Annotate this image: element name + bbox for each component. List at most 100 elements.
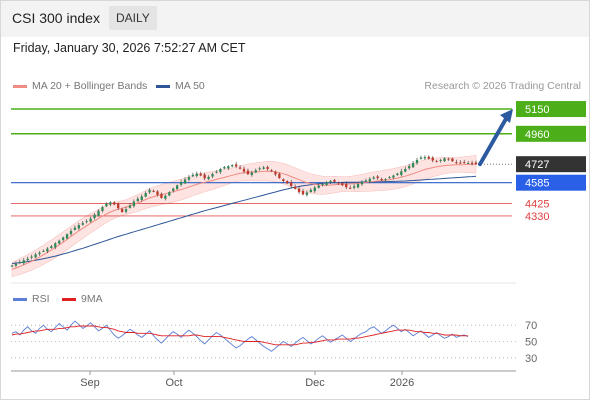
- legend-bollinger: MA 20 + Bollinger Bands: [13, 80, 147, 92]
- candle-body: [297, 188, 301, 193]
- candle-body: [172, 188, 175, 191]
- legend-rsi-ma: 9MA: [62, 293, 103, 305]
- level-tag-5150: [516, 101, 586, 118]
- candle-body: [34, 254, 37, 258]
- candle-body: [175, 185, 179, 190]
- candle-body: [234, 164, 238, 167]
- level-label-4727: 4727: [525, 159, 549, 171]
- candle-body: [215, 171, 218, 173]
- candle-body: [65, 234, 69, 239]
- candle-body: [258, 168, 261, 170]
- candle-body: [148, 189, 151, 193]
- candle-body: [266, 166, 269, 170]
- candle-body: [160, 193, 163, 198]
- legend-bollinger-swatch: [13, 84, 27, 88]
- x-tick-label: Sep: [80, 377, 100, 389]
- candle-body: [352, 186, 356, 188]
- rsi-line: [11, 320, 469, 352]
- candle-body: [199, 173, 202, 176]
- candle-body: [278, 173, 281, 179]
- candle-body: [97, 210, 100, 216]
- x-tick-label: 2026: [390, 377, 414, 389]
- candle-body: [423, 157, 427, 159]
- legend-bollinger-label: MA 20 + Bollinger Bands: [32, 80, 148, 92]
- rsi-tick-label: 70: [525, 320, 537, 332]
- candle-body: [474, 162, 478, 165]
- candle-body: [183, 179, 187, 184]
- level-tag-4960: [516, 125, 586, 142]
- candle-body: [132, 201, 136, 207]
- level-label-4585: 4585: [525, 178, 549, 190]
- candle-body: [274, 171, 277, 175]
- candle-body: [136, 198, 140, 202]
- candle-body: [309, 189, 313, 192]
- candle-body: [250, 172, 254, 176]
- candle-body: [38, 252, 41, 255]
- candle-body: [388, 177, 391, 179]
- candle-body: [455, 162, 458, 164]
- candle-body: [427, 156, 430, 159]
- candle-body: [360, 182, 364, 185]
- candle-body: [313, 187, 316, 192]
- chart-title: CSI 300 index: [12, 10, 100, 26]
- candle-body: [42, 250, 45, 252]
- candle-body: [69, 230, 73, 235]
- ma50-line: [11, 175, 477, 264]
- candle-body: [404, 169, 407, 172]
- candle-body: [168, 192, 171, 196]
- candle-body: [207, 176, 210, 180]
- candle-body: [396, 173, 399, 176]
- candle-body: [470, 162, 474, 164]
- candle-body: [101, 207, 104, 211]
- candle-body: [337, 182, 340, 184]
- legend-ma50-swatch: [156, 84, 170, 88]
- candle-body: [85, 221, 88, 223]
- candle-body: [164, 195, 167, 199]
- period-selector[interactable]: DAILY: [109, 6, 157, 30]
- candle-body: [380, 178, 383, 181]
- candle-body: [262, 167, 265, 169]
- candle-body: [81, 223, 84, 225]
- candle-body: [73, 227, 77, 230]
- candle-body: [439, 159, 442, 161]
- level-label-4960: 4960: [525, 129, 549, 141]
- candle-body: [120, 208, 124, 213]
- candle-body: [195, 173, 198, 176]
- level-tag-4727: [516, 156, 586, 173]
- candle-body: [356, 184, 360, 188]
- candle-body: [407, 166, 411, 169]
- legend-rsi-label: RSI: [32, 293, 50, 305]
- candle-body: [46, 248, 49, 252]
- candle-body: [30, 256, 33, 258]
- candle-body: [219, 169, 222, 173]
- candle-body: [254, 170, 257, 173]
- candle-body: [270, 170, 273, 172]
- candle-body: [191, 174, 195, 177]
- candle-body: [459, 162, 462, 164]
- level-label-4425: 4425: [525, 199, 549, 211]
- candle-body: [341, 183, 344, 186]
- candle-body: [10, 265, 14, 267]
- candle-body: [400, 171, 403, 175]
- candle-body: [305, 192, 309, 195]
- candle-body: [77, 225, 81, 229]
- candle-body: [211, 173, 214, 177]
- level-tag-4585: [516, 174, 586, 191]
- candle-body: [286, 181, 289, 184]
- candle-body: [113, 202, 116, 205]
- candle-body: [93, 214, 96, 219]
- candle-body: [463, 162, 466, 164]
- candle-body: [290, 182, 293, 186]
- candle-body: [50, 246, 53, 249]
- candle-body: [187, 177, 191, 180]
- legend-rsi: RSI: [13, 293, 50, 305]
- candle-body: [227, 166, 230, 169]
- candle-body: [144, 193, 147, 197]
- candle-body: [203, 174, 206, 179]
- candle-body: [411, 163, 415, 168]
- level-label-5150: 5150: [525, 104, 549, 116]
- candle-body: [105, 203, 108, 207]
- legend-rsi-swatch: [13, 297, 27, 301]
- candle-body: [329, 181, 332, 183]
